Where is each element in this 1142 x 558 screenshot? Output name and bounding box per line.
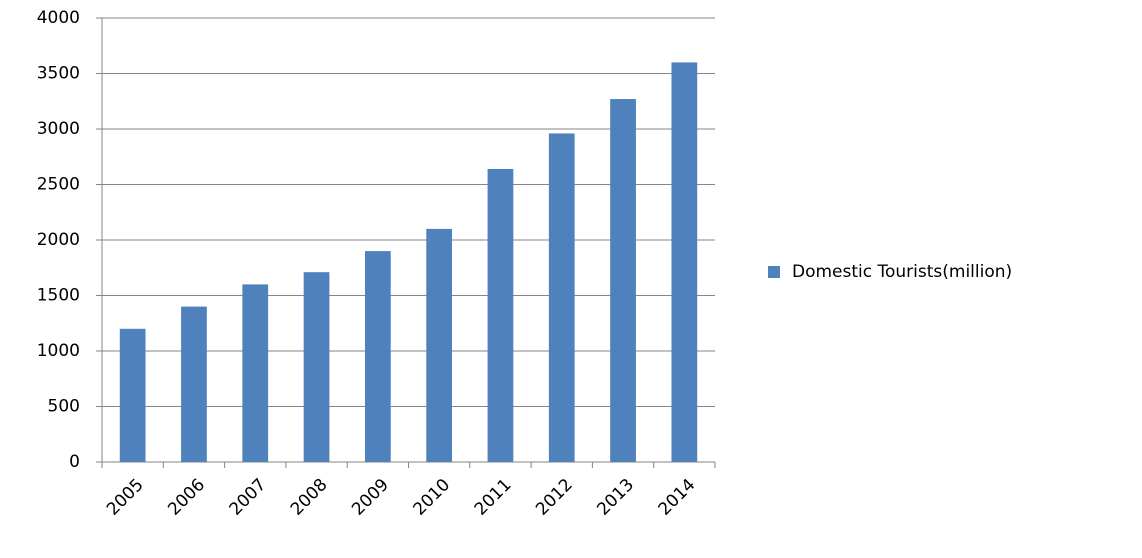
y-tick-label: 3500: [37, 64, 80, 84]
y-tick-label: 500: [48, 397, 80, 417]
bar: [119, 328, 146, 462]
legend-label: Domestic Tourists(million): [792, 262, 1012, 282]
y-tick-label: 2000: [37, 230, 80, 250]
x-tick-label: 2012: [532, 475, 577, 520]
y-tick-label: 1500: [37, 286, 80, 306]
y-tick-label: 1000: [37, 341, 80, 361]
x-tick-label: 2011: [471, 475, 516, 520]
bar: [426, 228, 453, 462]
legend-swatch: [768, 266, 780, 278]
y-tick-label: 4000: [37, 8, 80, 28]
x-tick-label: 2013: [593, 475, 638, 520]
bar: [610, 99, 636, 462]
x-tick-label: 2008: [287, 475, 332, 520]
x-tick-label: 2005: [103, 475, 148, 520]
x-tick-label: 2010: [409, 475, 454, 520]
x-tick-label: 2009: [348, 475, 393, 520]
y-tick-label: 0: [69, 452, 80, 472]
y-tick-label: 2500: [37, 175, 80, 195]
bar: [303, 272, 330, 462]
bar: [242, 284, 269, 462]
bar: [548, 133, 575, 462]
x-tick-label: 2007: [226, 475, 271, 520]
bar: [487, 168, 514, 462]
x-tick-label: 2014: [655, 475, 700, 520]
y-tick-label: 3000: [37, 119, 80, 139]
bar: [364, 251, 391, 462]
bar: [181, 306, 207, 462]
x-tick-label: 2006: [164, 475, 209, 520]
bar: [671, 62, 698, 463]
